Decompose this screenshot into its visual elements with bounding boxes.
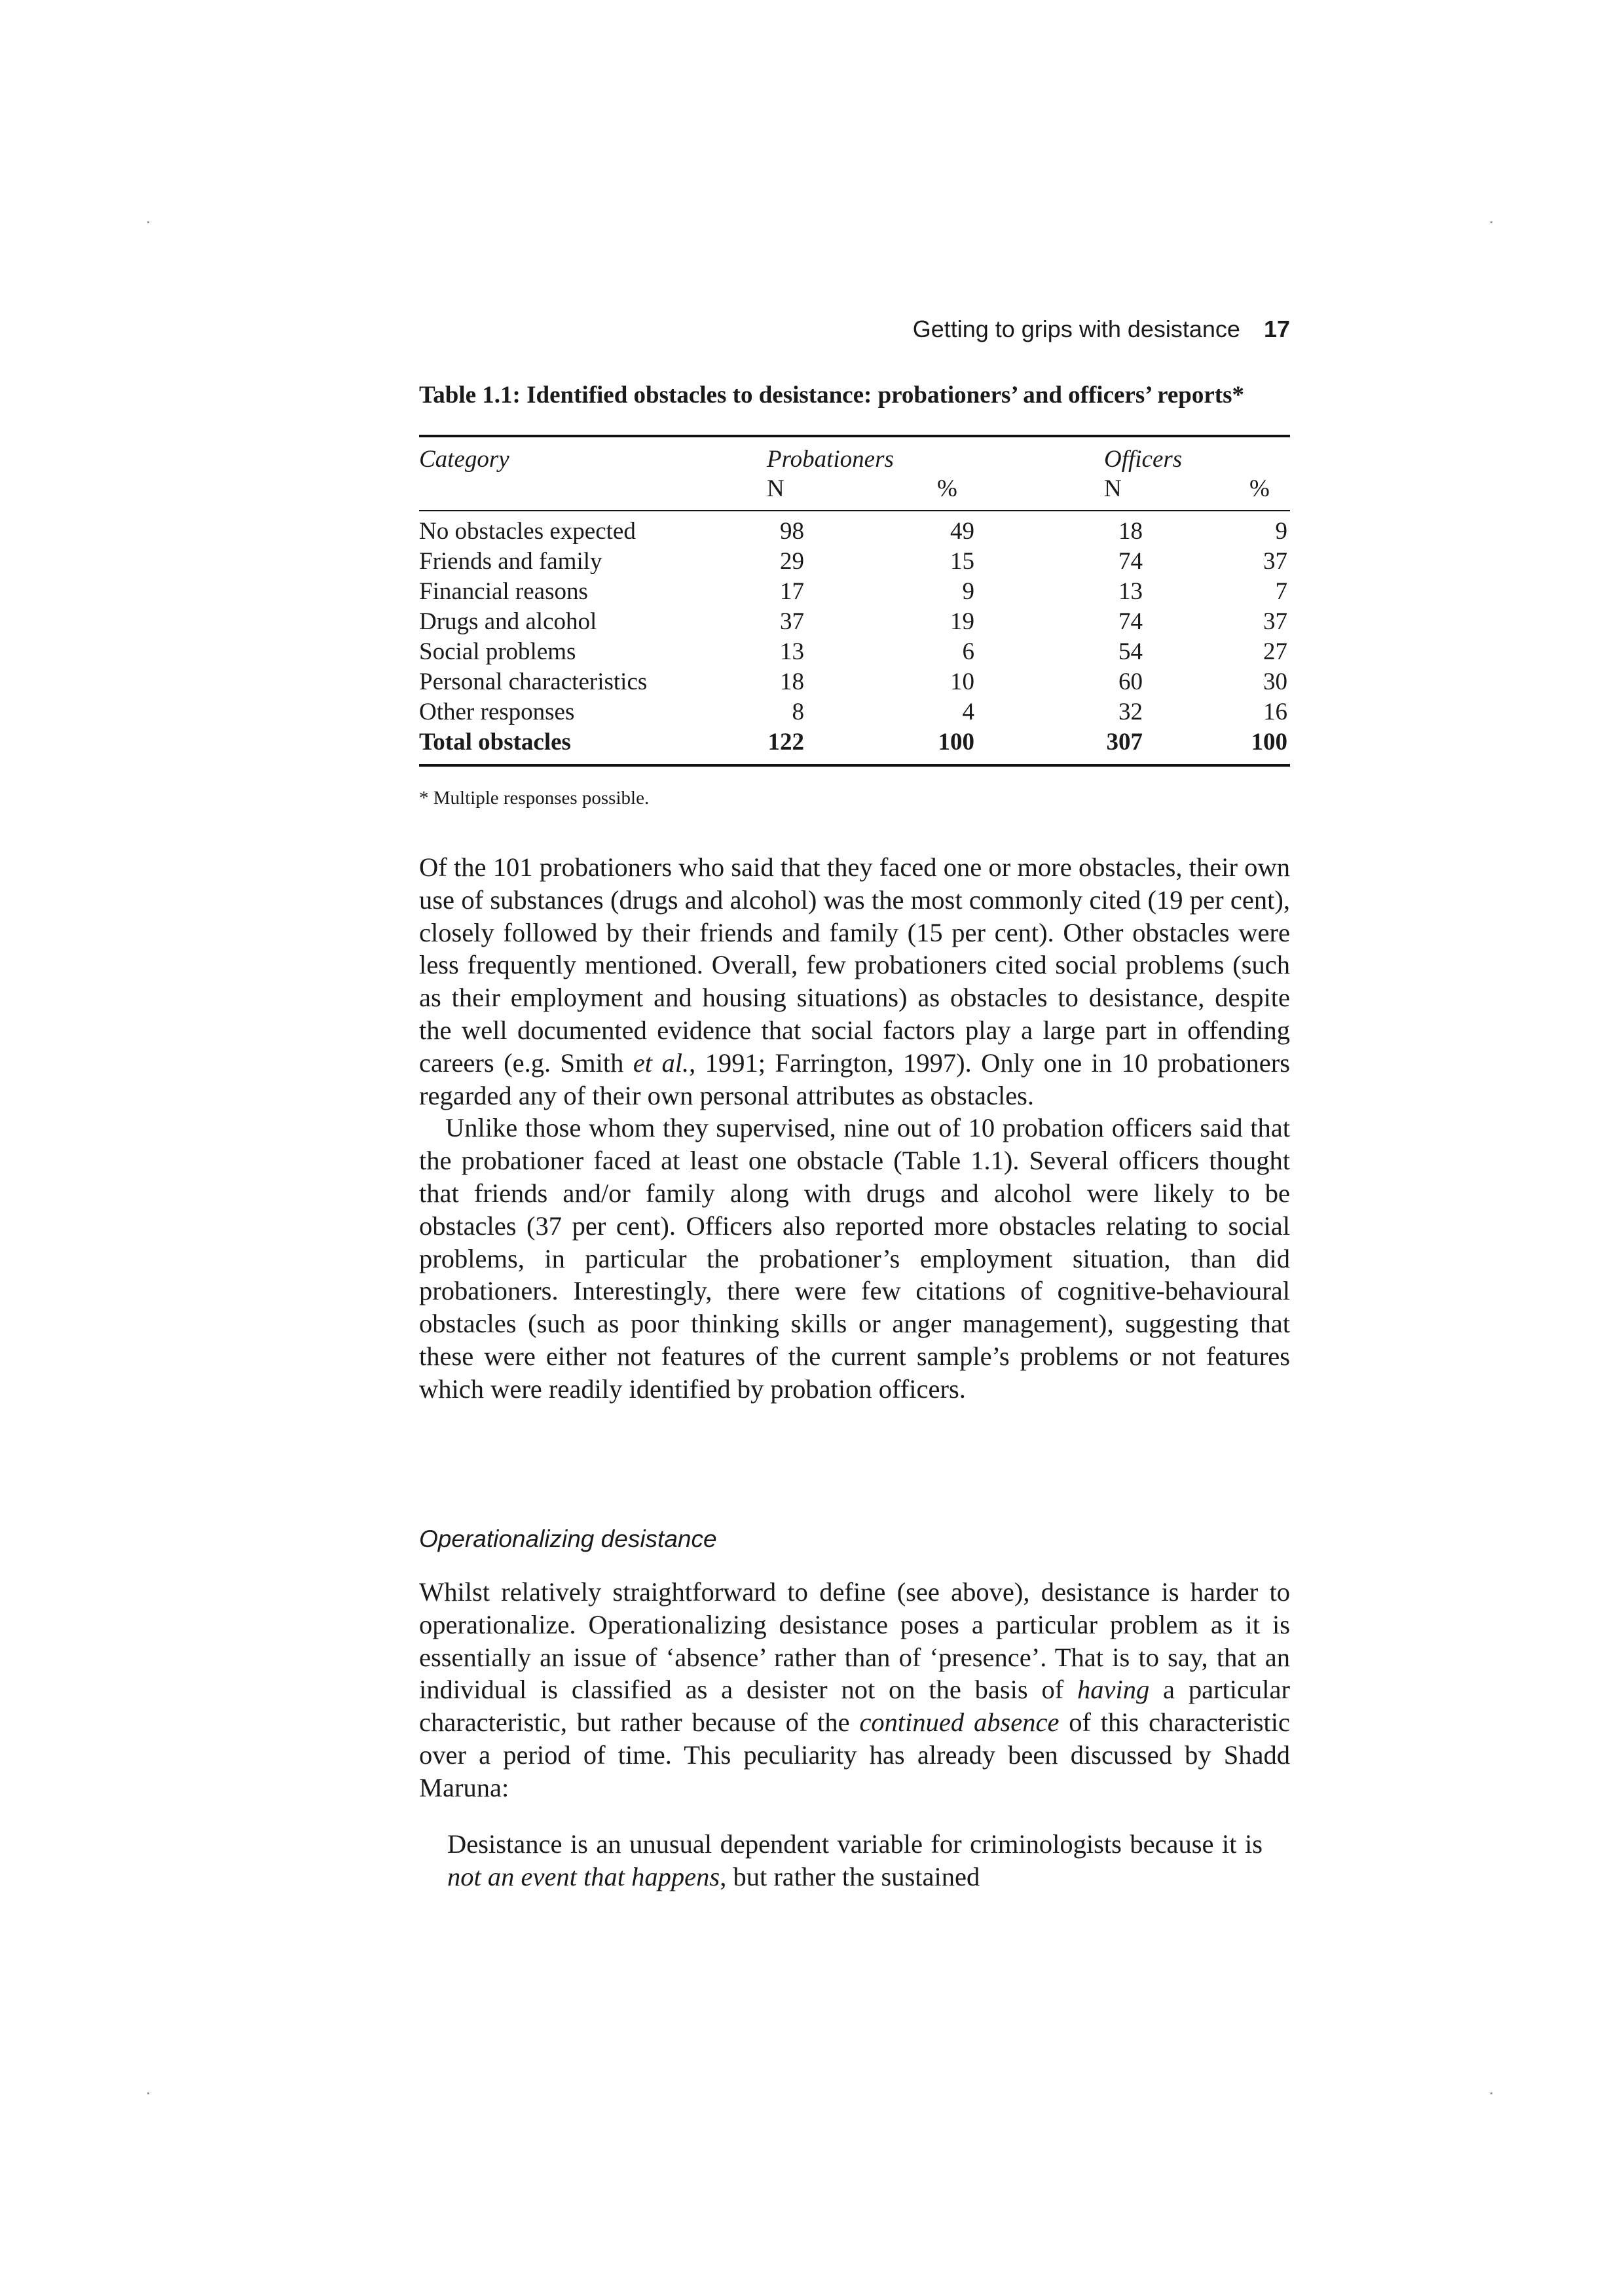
body-text: Of the 101 probationers who said that th… (419, 851, 1290, 1406)
table-total-row: Total obstacles 122 100 307 100 (419, 728, 1290, 758)
table-header-rule (419, 510, 1290, 511)
table-row: Personal characteristics 18 10 60 30 (419, 668, 1290, 698)
crop-mark (1490, 221, 1492, 223)
cell-off-pct: 30 (1263, 668, 1287, 695)
running-header-title: Getting to grips with desistance (912, 316, 1240, 342)
cell-prob-pct: 4 (962, 699, 975, 725)
table-footnote: * Multiple responses possible. (419, 788, 650, 809)
cell-off-n: 74 (1118, 548, 1143, 575)
cell-category: Total obstacles (419, 729, 571, 756)
emphasis: et al. (633, 1048, 690, 1078)
cell-prob-n: 8 (792, 699, 805, 725)
text: Of the 101 probationers who said that th… (419, 852, 1290, 1078)
table-row: Drugs and alcohol 37 19 74 37 (419, 608, 1290, 638)
page-number: 17 (1263, 316, 1290, 342)
table-caption: Table 1.1: Identified obstacles to desis… (419, 382, 1244, 409)
block-quote: Desistance is an unusual dependent varia… (447, 1828, 1263, 1893)
cell-category: Drugs and alcohol (419, 608, 597, 635)
cell-prob-n: 13 (780, 638, 804, 665)
cell-prob-n: 18 (780, 668, 804, 695)
crop-mark (147, 2092, 149, 2094)
paragraph: Of the 101 probationers who said that th… (419, 851, 1290, 1112)
header-off-n: N (1104, 475, 1122, 502)
header-off-pct: % (1249, 475, 1270, 502)
text: a particular characteristic, but rather … (419, 1675, 1290, 1738)
cell-off-pct: 7 (1275, 578, 1288, 605)
cell-off-n: 54 (1118, 638, 1143, 665)
cell-prob-pct: 10 (950, 668, 974, 695)
header-prob-n: N (767, 475, 784, 502)
cell-prob-n: 29 (780, 548, 804, 575)
cell-category: Personal characteristics (419, 668, 648, 695)
cell-prob-pct: 6 (962, 638, 975, 665)
cell-category: Friends and family (419, 548, 602, 575)
cell-off-n: 60 (1118, 668, 1143, 695)
cell-prob-pct: 19 (950, 608, 974, 635)
table-row: Friends and family 29 15 74 37 (419, 547, 1290, 577)
cell-off-pct: 37 (1263, 548, 1287, 575)
cell-category: Other responses (419, 699, 575, 725)
cell-off-pct: 27 (1263, 638, 1287, 665)
text: Desistance is an unusual dependent varia… (447, 1829, 1263, 1859)
body-text-2: Whilst relatively straightforward to def… (419, 1576, 1290, 1804)
cell-off-pct: 100 (1251, 729, 1288, 756)
cell-prob-n: 98 (780, 518, 804, 545)
cell-category: No obstacles expected (419, 518, 636, 545)
text: , 1991; Farrington, 1997). Only one in 1… (419, 1048, 1291, 1110)
cell-off-n: 32 (1118, 699, 1143, 725)
running-header: Getting to grips with desistance 17 (419, 316, 1290, 343)
cell-prob-n: 17 (780, 578, 804, 605)
paragraph: Unlike those whom they supervised, nine … (419, 1113, 1290, 1404)
header-prob-pct: % (937, 475, 957, 502)
table-bottom-rule (419, 764, 1290, 767)
cell-off-n: 74 (1118, 608, 1143, 635)
header-probationers: Probationers (767, 446, 894, 473)
cell-off-pct: 37 (1263, 608, 1287, 635)
emphasis: continued absence (859, 1707, 1060, 1738)
cell-category: Social problems (419, 638, 576, 665)
header-officers: Officers (1104, 446, 1183, 473)
cell-off-pct: 9 (1275, 518, 1288, 545)
section-heading: Operationalizing desistance (419, 1525, 717, 1552)
table-row: Social problems 13 6 54 27 (419, 638, 1290, 668)
cell-prob-pct: 49 (950, 518, 974, 545)
cell-off-n: 307 (1106, 729, 1143, 756)
table-row: Other responses 8 4 32 16 (419, 698, 1290, 728)
emphasis: having (1077, 1675, 1150, 1705)
table-row: Financial reasons 17 9 13 7 (419, 577, 1290, 608)
cell-prob-pct: 15 (950, 548, 974, 575)
table-row: No obstacles expected 98 49 18 9 (419, 517, 1290, 547)
cell-off-pct: 16 (1263, 699, 1287, 725)
emphasis: not an event that happens (447, 1861, 720, 1891)
text: of this characteristic over a period of … (419, 1707, 1290, 1802)
cell-prob-n: 37 (780, 608, 804, 635)
text: , but rather the sustained (720, 1861, 980, 1891)
crop-mark (1490, 2092, 1492, 2094)
cell-off-n: 18 (1118, 518, 1143, 545)
text: Whilst relatively straightforward to def… (419, 1577, 1290, 1705)
cell-prob-pct: 9 (962, 578, 975, 605)
paragraph: Whilst relatively straightforward to def… (419, 1576, 1290, 1804)
header-category: Category (419, 446, 509, 473)
table-top-rule (419, 435, 1290, 437)
cell-category: Financial reasons (419, 578, 588, 605)
cell-prob-n: 122 (767, 729, 805, 756)
crop-mark (147, 221, 149, 223)
cell-prob-pct: 100 (938, 729, 975, 756)
cell-off-n: 13 (1118, 578, 1143, 605)
